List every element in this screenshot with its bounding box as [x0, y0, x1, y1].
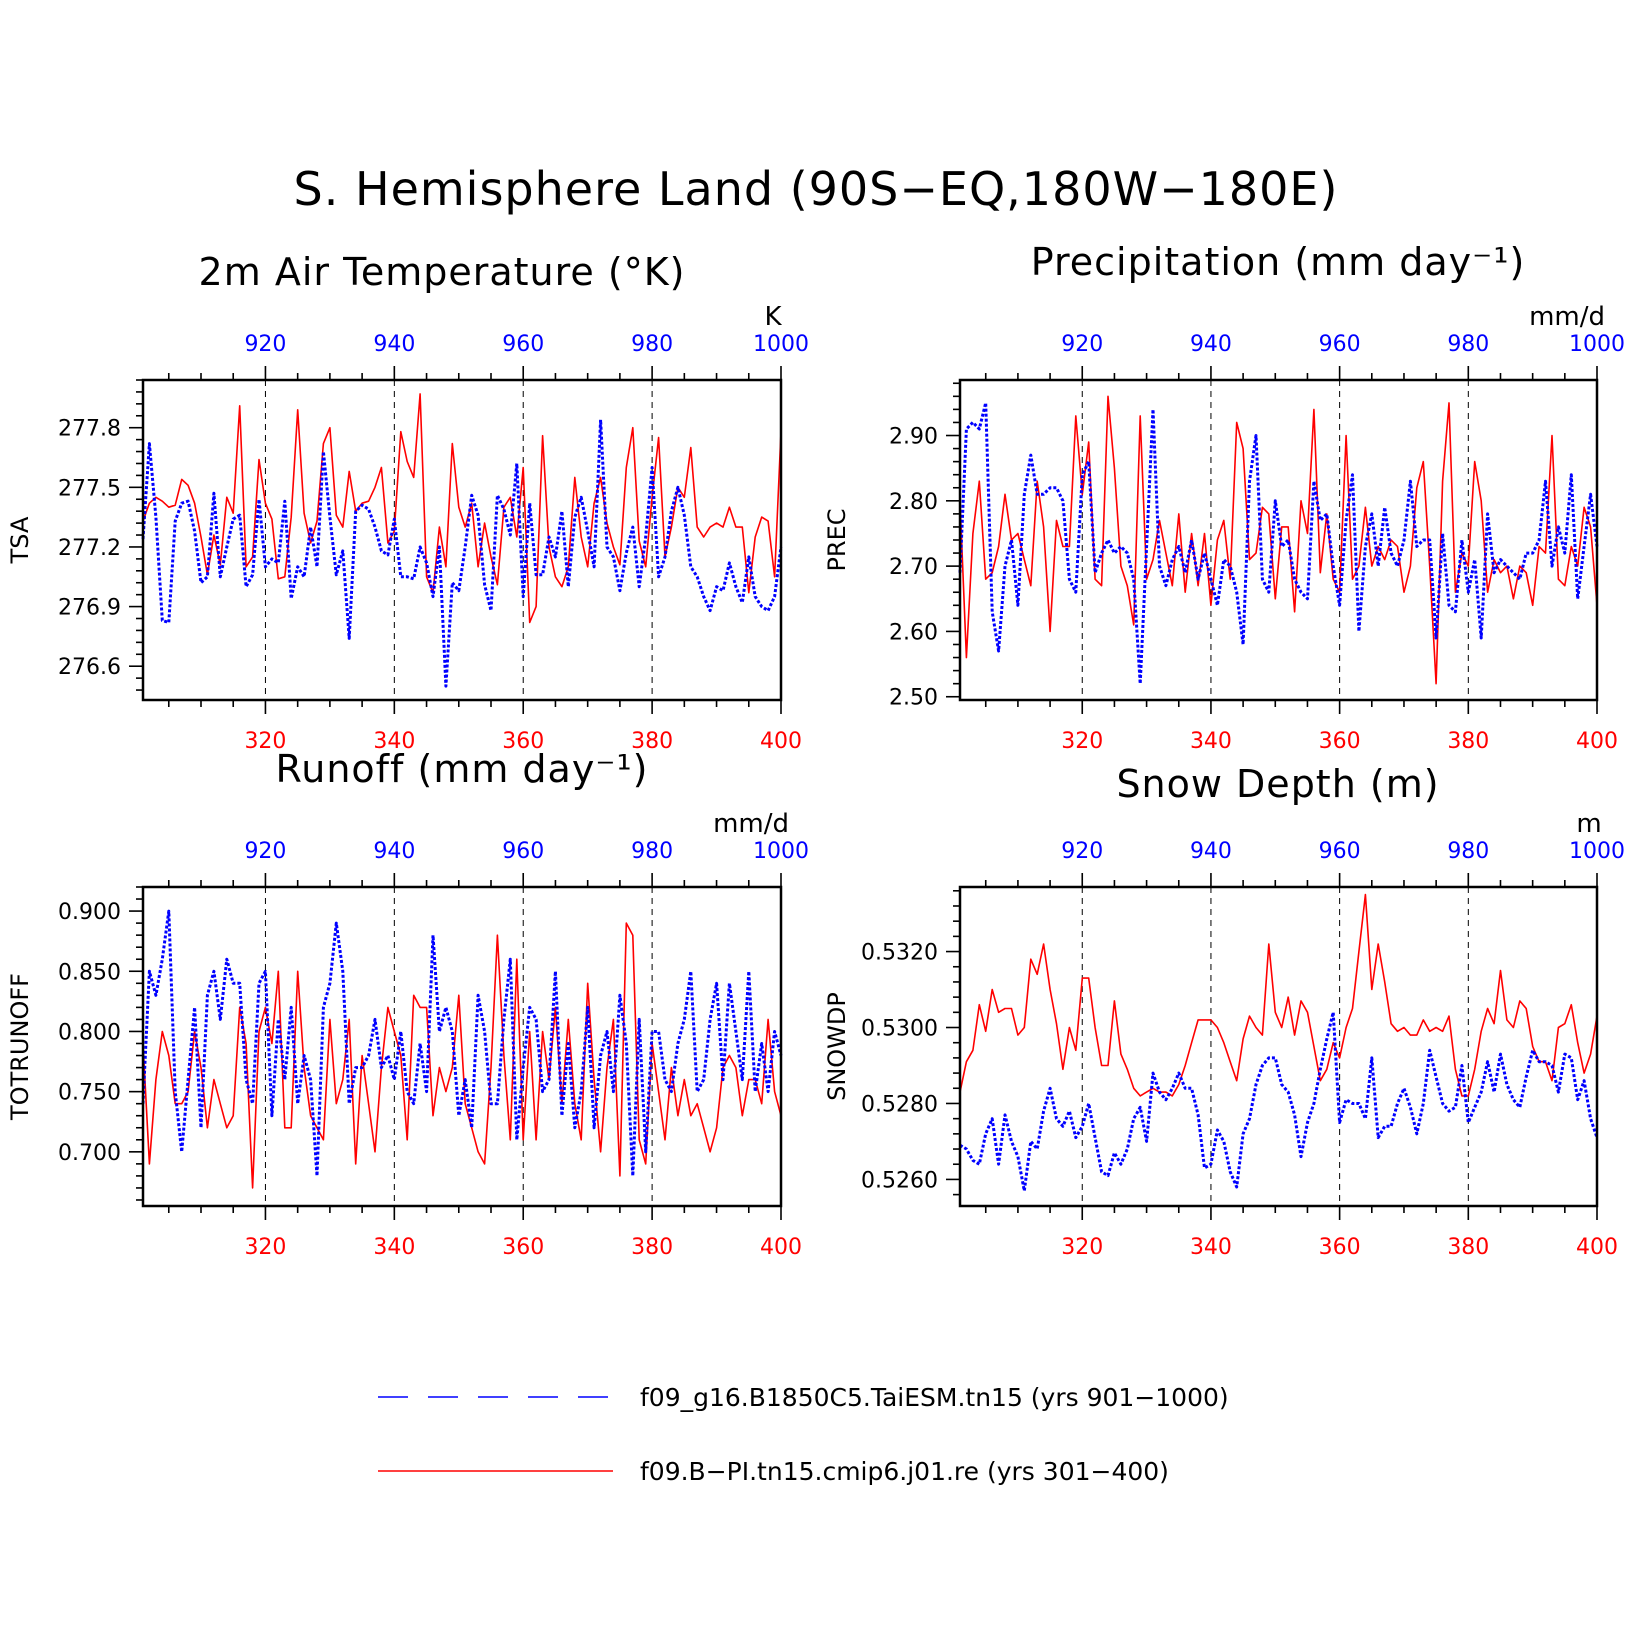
- x-bottom-tick-label: 360: [502, 1235, 544, 1260]
- x-bottom-tick-label: 380: [631, 1235, 673, 1260]
- x-top-tick-label: 960: [1319, 839, 1361, 864]
- y-tick-label: 0.850: [58, 960, 121, 985]
- y-tick-label: 0.5320: [861, 941, 938, 966]
- panel-title: Precipitation (mm day⁻¹): [1031, 240, 1526, 284]
- x-bottom-tick-label: 320: [244, 1235, 286, 1260]
- unit-label: K: [764, 302, 782, 332]
- x-top-tick-label: 920: [1061, 839, 1103, 864]
- plot-frame: [958, 885, 1599, 1208]
- x-top-tick-label: 940: [1190, 839, 1232, 864]
- x-bottom-tick-label: 340: [1190, 1235, 1232, 1260]
- x-bottom-tick-label: 320: [1061, 1235, 1103, 1260]
- x-bottom-tick-label: 380: [631, 729, 673, 754]
- x-bottom-tick-label: 400: [1576, 729, 1618, 754]
- y-axis-label: SNOWDP: [823, 992, 851, 1101]
- x-bottom-tick-label: 320: [244, 729, 286, 754]
- x-top-tick-label: 920: [1061, 332, 1103, 357]
- y-tick-label: 2.60: [889, 620, 938, 645]
- x-bottom-tick-label: 380: [1447, 1235, 1489, 1260]
- y-axis-label: TSA: [6, 516, 34, 564]
- plot-frame: [141, 378, 783, 702]
- x-top-tick-label: 1000: [753, 332, 809, 357]
- legend: f09_g16.B1850C5.TaiESM.tn15 (yrs 901−100…: [378, 1383, 1229, 1486]
- series-line-b: [142, 393, 782, 624]
- y-tick-label: 277.5: [58, 476, 121, 501]
- plot-frame: [141, 885, 783, 1208]
- series-line-a: [141, 418, 783, 688]
- y-tick-label: 2.90: [889, 425, 938, 450]
- x-top-tick-label: 920: [244, 839, 286, 864]
- x-top-tick-label: 940: [373, 332, 415, 357]
- y-tick-label: 276.6: [58, 655, 121, 680]
- series-line-b: [959, 395, 1598, 685]
- series-line-b: [959, 893, 1598, 1097]
- x-top-tick-label: 940: [373, 839, 415, 864]
- series-line-a: [958, 401, 1599, 686]
- y-tick-label: 0.700: [58, 1141, 121, 1166]
- panel-title: Runoff (mm day⁻¹): [276, 747, 649, 791]
- x-bottom-tick-label: 340: [373, 1235, 415, 1260]
- x-bottom-tick-label: 360: [502, 729, 544, 754]
- y-tick-label: 0.5300: [861, 1017, 938, 1042]
- y-tick-label: 0.750: [58, 1081, 121, 1106]
- x-bottom-tick-label: 400: [760, 729, 802, 754]
- x-top-tick-label: 960: [1319, 332, 1361, 357]
- x-top-tick-label: 1000: [1569, 839, 1625, 864]
- unit-label: m: [1576, 809, 1601, 839]
- x-bottom-tick-label: 400: [1576, 1235, 1618, 1260]
- x-top-tick-label: 980: [1447, 839, 1489, 864]
- panel-precipitation: Precipitation (mm day⁻¹)mm/d PREC 2.50 2.60…: [823, 240, 1625, 754]
- x-bottom-tick-label: 400: [760, 1235, 802, 1260]
- figure-title: S. Hemisphere Land (90S−EQ,180W−180E): [294, 162, 1339, 216]
- panel-title: Snow Depth (m): [1116, 762, 1439, 806]
- panel-air-temperature: 2m Air Temperature (°K) K TSA 276.6 276.9 277…: [6, 250, 809, 754]
- legend-label-series-a: f09_g16.B1850C5.TaiESM.tn15 (yrs 901−100…: [640, 1383, 1229, 1412]
- unit-label: mm/d: [1529, 302, 1605, 332]
- y-tick-label: 0.900: [58, 900, 121, 925]
- x-top-tick-label: 980: [631, 332, 673, 357]
- x-top-tick-label: 1000: [753, 839, 809, 864]
- unit-label: mm/d: [713, 809, 789, 839]
- x-top-tick-label: 980: [1447, 332, 1489, 357]
- y-tick-label: 0.5280: [861, 1092, 938, 1117]
- y-tick-label: 0.800: [58, 1020, 121, 1045]
- y-tick-label: 2.50: [889, 686, 938, 711]
- x-top-tick-label: 960: [502, 839, 544, 864]
- series-line-a: [141, 909, 783, 1178]
- legend-label-series-b: f09.B−PI.tn15.cmip6.j01.re (yrs 301−400): [640, 1457, 1169, 1486]
- x-top-tick-label: 980: [631, 839, 673, 864]
- x-top-tick-label: 1000: [1569, 332, 1625, 357]
- series-line-a: [959, 1010, 1599, 1193]
- x-bottom-tick-label: 360: [1319, 1235, 1361, 1260]
- y-tick-label: 2.70: [889, 555, 938, 580]
- panel-runoff: Runoff (mm day⁻¹) mm/d TOTRUNOFF 0.700 0.750…: [6, 747, 809, 1260]
- x-bottom-tick-label: 340: [373, 729, 415, 754]
- panel-title: 2m Air Temperature (°K): [199, 250, 686, 294]
- x-bottom-tick-label: 340: [1190, 729, 1232, 754]
- x-top-tick-label: 940: [1190, 332, 1232, 357]
- panel-snow-depth: Snow Depth (m) m SNOWDP 0.5260 0.5280 0.5300 0…: [823, 762, 1625, 1260]
- y-tick-label: 276.9: [58, 596, 121, 621]
- y-axis-label: TOTRUNOFF: [6, 973, 34, 1121]
- y-tick-label: 2.80: [889, 490, 938, 515]
- y-tick-label: 277.2: [58, 536, 121, 561]
- y-tick-label: 277.8: [58, 417, 121, 442]
- x-top-tick-label: 960: [502, 332, 544, 357]
- x-bottom-tick-label: 360: [1319, 729, 1361, 754]
- x-top-tick-label: 920: [244, 332, 286, 357]
- x-bottom-tick-label: 380: [1447, 729, 1489, 754]
- y-axis-label: PREC: [823, 508, 851, 571]
- series-line-b: [142, 922, 782, 1189]
- y-tick-label: 0.5260: [861, 1168, 938, 1193]
- x-bottom-tick-label: 320: [1061, 729, 1103, 754]
